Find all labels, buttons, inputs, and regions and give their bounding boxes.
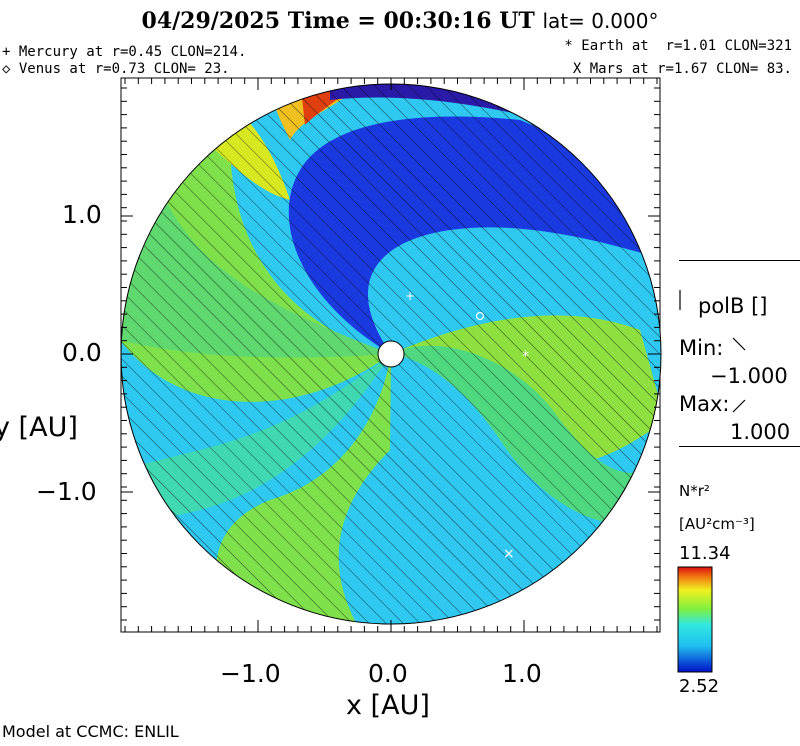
legend-divider — [679, 260, 800, 261]
model-credit: Model at CCMC: ENLIL — [2, 722, 179, 741]
polarity-title: polB [] — [698, 294, 768, 318]
title-time: Time = 00:30:16 UT — [287, 8, 535, 34]
colorbar-units: [AU²cm⁻³] — [679, 515, 755, 533]
colorbar — [677, 566, 713, 673]
x-tick-label: −1.0 — [220, 659, 281, 688]
mercury-marker: + — [405, 289, 415, 303]
min-polarity-symbol — [732, 337, 746, 351]
y-axis-label: y [AU] — [0, 412, 78, 443]
venus-marker — [475, 311, 485, 321]
minor-ticks — [121, 78, 660, 632]
colorbar-quantity: N*r² — [679, 482, 710, 500]
y-tick-label: −1.0 — [36, 477, 97, 506]
plot-title: 04/29/2025 Time = 00:30:16 UT lat= 0.000… — [0, 8, 800, 34]
mercury-info: + Mercury at r=0.45 CLON=214. — [2, 44, 247, 60]
x-tick-label: 1.0 — [502, 659, 542, 688]
sun-marker — [377, 340, 405, 368]
legend-divider — [679, 446, 800, 447]
max-label: Max: — [679, 392, 730, 416]
colorbar-max: 11.34 — [679, 543, 731, 564]
min-value: −1.000 — [710, 364, 788, 388]
earth-marker: * — [522, 349, 529, 365]
x-axis-label: x [AU] — [346, 690, 430, 721]
max-value: 1.000 — [730, 420, 791, 444]
y-tick-label: 0.0 — [62, 338, 102, 367]
min-label: Min: — [679, 336, 724, 360]
mars-info: X Mars at r=1.67 CLON= 83. — [572, 61, 792, 77]
colorbar-min: 2.52 — [679, 676, 720, 697]
y-tick-label: 1.0 — [62, 200, 102, 229]
mars-marker: × — [503, 546, 515, 562]
venus-info: ◇ Venus at r=0.73 CLON= 23. — [2, 61, 230, 77]
x-tick-label: 0.0 — [368, 659, 408, 688]
title-date: 04/29/2025 — [141, 8, 281, 34]
max-polarity-symbol — [732, 399, 746, 413]
earth-info: * Earth at r=1.01 CLON=321 — [564, 38, 792, 54]
title-latitude: lat= 0.000° — [542, 9, 659, 33]
